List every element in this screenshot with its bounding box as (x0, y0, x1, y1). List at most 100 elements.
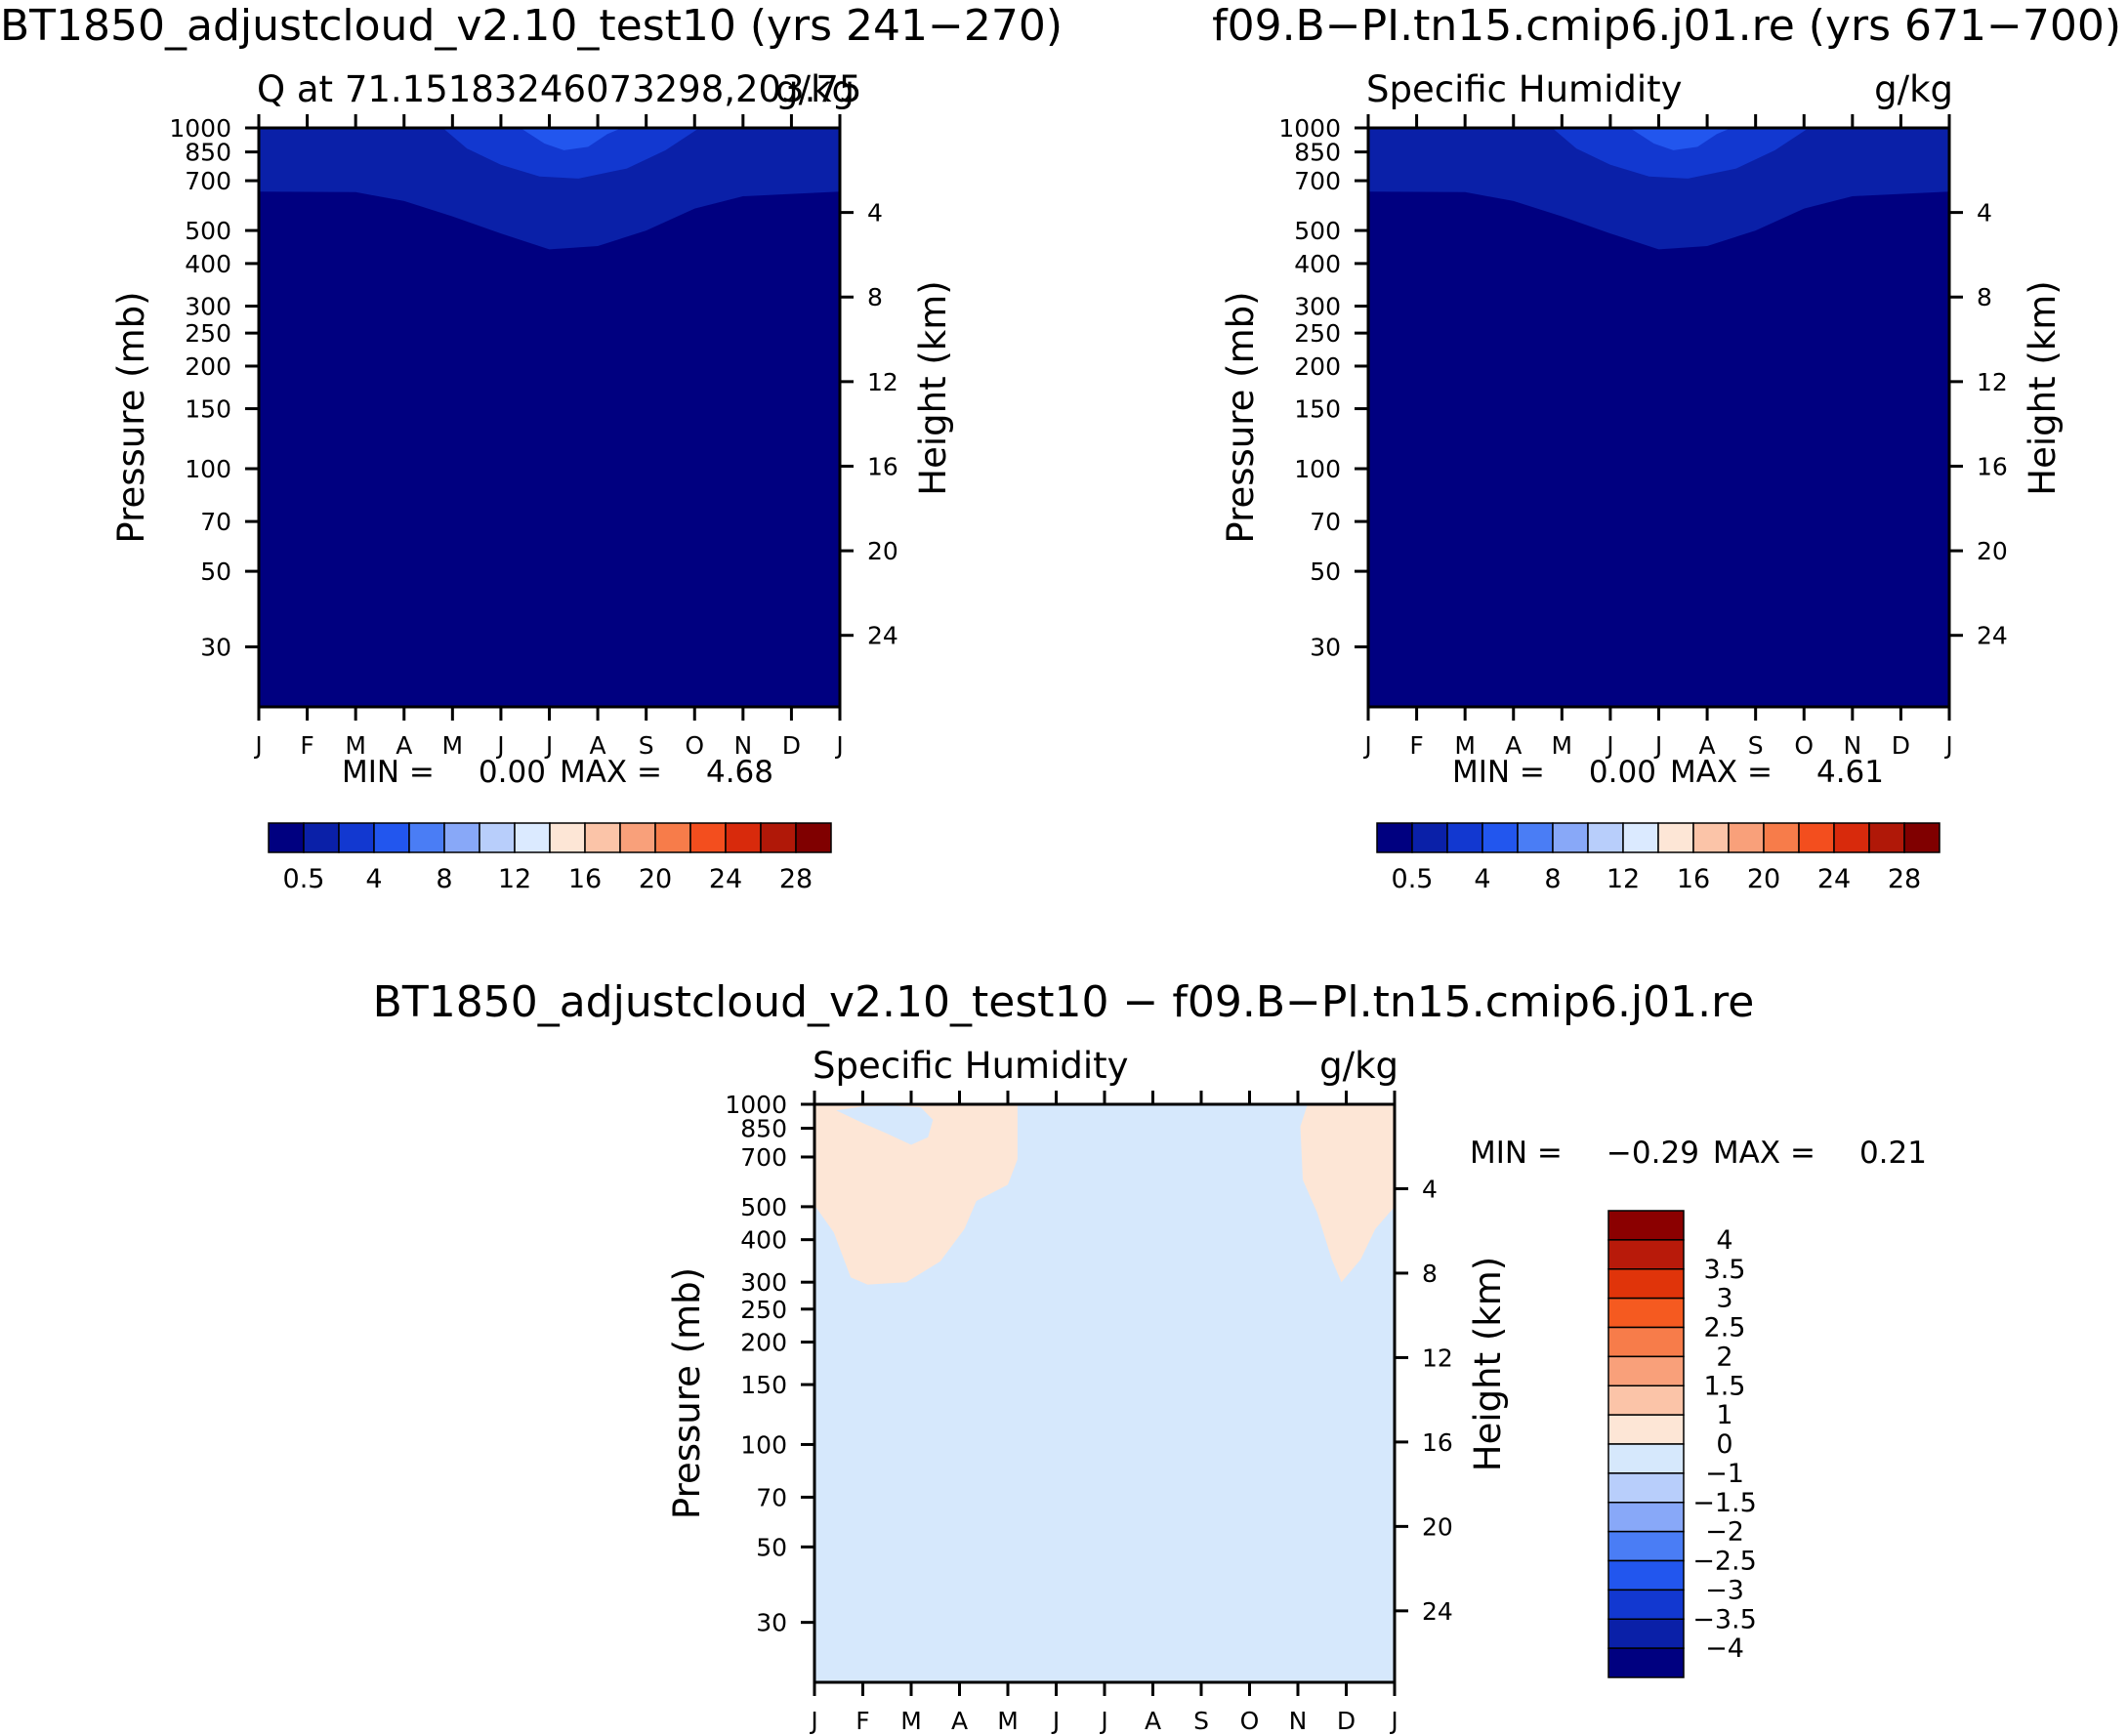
contour-region-positive (1300, 1104, 1395, 1283)
colorbar-label: 24 (1817, 864, 1851, 894)
colorbar-box (1607, 1210, 1685, 1241)
colorbar-box (1607, 1559, 1685, 1591)
colorbar-box (1607, 1618, 1685, 1649)
y-tick-label: 70 (1310, 508, 1341, 536)
colorbar-box (1607, 1268, 1685, 1300)
subtitle-left: Specific Humidity (813, 1045, 1129, 1087)
x-tick-label: J (1653, 731, 1662, 760)
colorbar-box (1607, 1297, 1685, 1329)
colorbar-box (1607, 1385, 1685, 1416)
y-tick-label: 200 (1294, 352, 1341, 381)
colorbar-box (1411, 822, 1448, 853)
colorbar-label: 12 (498, 864, 531, 894)
colorbar-box (795, 822, 832, 853)
subtitle-right: g/kg (1874, 68, 1953, 110)
colorbar-label: 1 (1716, 1400, 1732, 1430)
colorbar-label: 0.5 (283, 864, 325, 894)
max-value: 4.61 (1816, 755, 1884, 790)
subtitle-right: g/kg (1319, 1045, 1398, 1087)
colorbar-box (1607, 1414, 1685, 1445)
x-tick-label: S (1193, 1707, 1209, 1735)
x-tick-label: A (1699, 731, 1716, 760)
colorbar-box (549, 822, 586, 853)
y-tick-label: 150 (740, 1371, 787, 1399)
y-tick-label: 400 (740, 1226, 787, 1255)
colorbar-box (1607, 1472, 1685, 1504)
max-label: MAX = (560, 755, 662, 790)
colorbar-label: −2 (1705, 1517, 1744, 1548)
x-tick-label: J (834, 731, 843, 760)
colorbar-box (408, 822, 445, 853)
min-max-readout: MIN = 0.00 MAX = 4.68 (342, 755, 773, 790)
y2-tick-label: 20 (867, 537, 898, 565)
y2-tick-label: 24 (867, 622, 898, 650)
x-tick-label: A (590, 731, 606, 760)
x-tick-label: M (442, 731, 464, 760)
y-tick-label: 70 (756, 1483, 787, 1511)
y-tick-label: 200 (740, 1329, 787, 1357)
x-tick-label: J (809, 1707, 817, 1735)
y-axis-title: Pressure (mb) (1220, 291, 1262, 543)
max-label: MAX = (1670, 755, 1773, 790)
colorbar-box (1833, 822, 1870, 853)
min-value: 0.00 (479, 755, 546, 790)
x-tick-label: O (1240, 1707, 1260, 1735)
y-tick-label: 250 (185, 319, 231, 348)
y2-tick-label: 8 (1977, 283, 1992, 311)
y-tick-label: 250 (1294, 319, 1341, 348)
x-tick-label: S (639, 731, 654, 760)
colorbar-box (1728, 822, 1765, 853)
y-tick-label: 1000 (169, 114, 231, 143)
colorbar-box (1607, 1355, 1685, 1386)
y2-tick-label: 16 (1422, 1428, 1453, 1457)
min-label: MIN = (1452, 755, 1545, 790)
x-tick-label: O (685, 731, 704, 760)
y-tick-label: 500 (185, 217, 231, 245)
colorbar-label: 8 (1544, 864, 1561, 894)
colorbar-box (268, 822, 305, 853)
x-tick-label: J (495, 731, 504, 760)
x-tick-label: S (1748, 731, 1764, 760)
x-tick-label: D (1337, 1707, 1356, 1735)
colorbar-label: −3.5 (1692, 1604, 1757, 1634)
x-tick-label: M (1552, 731, 1573, 760)
colorbar-box (1376, 822, 1413, 853)
colorbar-box (303, 822, 340, 853)
x-tick-label: A (1505, 731, 1522, 760)
y2-axis-title: Height (km) (912, 280, 954, 495)
colorbar-box (1607, 1502, 1685, 1533)
contour-region (1629, 128, 1732, 150)
min-label: MIN = (342, 755, 435, 790)
x-tick-label: N (1843, 731, 1861, 760)
colorbar-box (514, 822, 551, 853)
colorbar-label: −1.5 (1692, 1488, 1757, 1518)
colorbar-box (1798, 822, 1835, 853)
y2-tick-label: 24 (1977, 622, 2008, 650)
figure-title: BT1850_adjustcloud_v2.10_test10 (yrs 241… (0, 1, 1063, 51)
colorbar-box (1607, 1530, 1685, 1562)
x-tick-label: F (300, 731, 313, 760)
y-tick-label: 100 (740, 1430, 787, 1459)
x-tick-label: A (1145, 1707, 1161, 1735)
min-value: −0.29 (1606, 1136, 1699, 1171)
x-tick-label: D (1892, 731, 1910, 760)
colorbar-label: 24 (709, 864, 742, 894)
subtitle-left: Q at 71.15183246073298,203.75 (257, 68, 861, 110)
y-tick-label: 50 (200, 558, 231, 586)
y2-tick-label: 8 (1422, 1260, 1438, 1288)
y-tick-label: 1000 (725, 1091, 787, 1119)
x-tick-label: M (997, 1707, 1019, 1735)
y2-tick-label: 20 (1422, 1512, 1453, 1541)
y2-tick-label: 8 (867, 283, 883, 311)
x-tick-label: J (1943, 731, 1952, 760)
figure-title: f09.B−PI.tn15.cmip6.j01.re (yrs 671−700) (1212, 1, 2121, 51)
x-tick-label: N (1289, 1707, 1308, 1735)
y-tick-label: 500 (1294, 217, 1341, 245)
x-tick-label: J (544, 731, 553, 760)
colorbar-box (619, 822, 656, 853)
x-tick-label: J (1605, 731, 1613, 760)
x-tick-label: J (1051, 1707, 1060, 1735)
y2-tick-label: 12 (1977, 368, 2008, 396)
y-tick-label: 150 (1294, 395, 1341, 424)
